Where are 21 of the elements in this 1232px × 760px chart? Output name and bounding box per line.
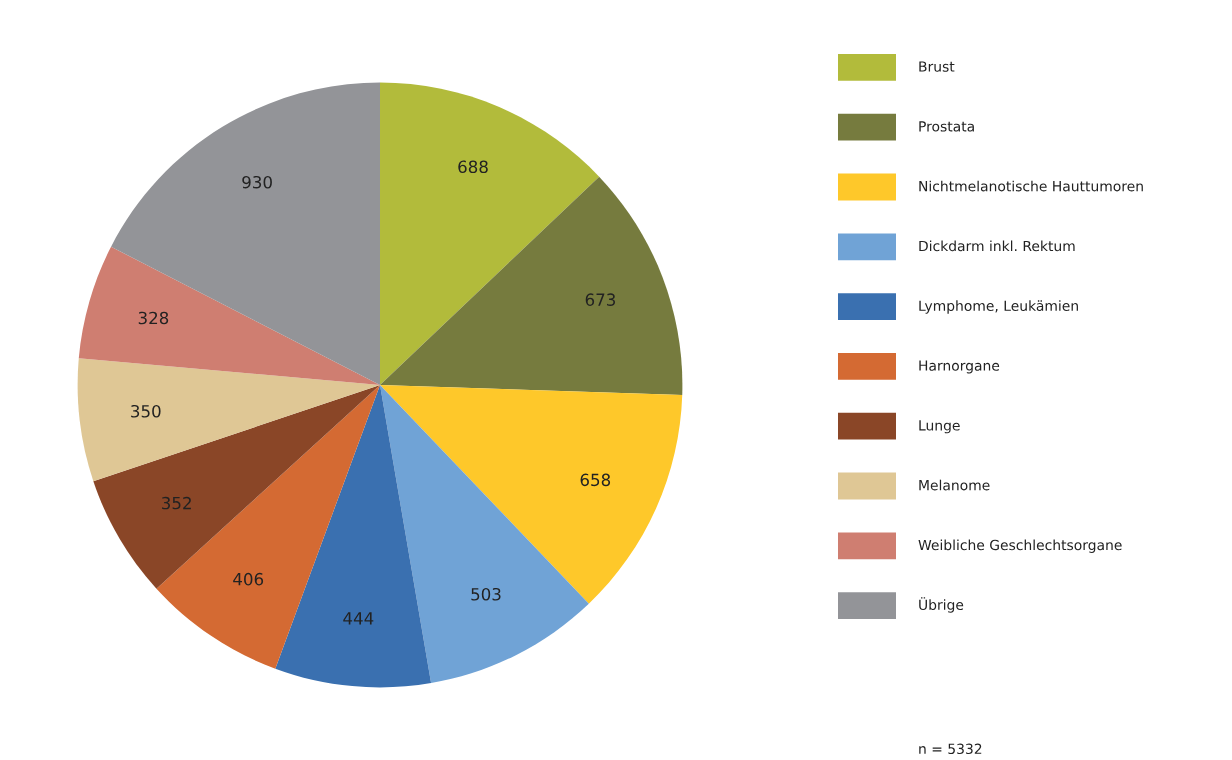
legend-label: Harnorgane	[919, 360, 1000, 374]
legend-label: Nichtmelanotische Hauttumoren	[919, 180, 1143, 192]
legend-label: Weibliche Geschlechtsorgane	[918, 539, 1122, 553]
data-label: 328	[138, 311, 169, 325]
data-label: 673	[585, 293, 616, 306]
data-label: 503	[471, 587, 501, 601]
data-label: 658	[580, 473, 611, 487]
text: n = 5332	[919, 743, 982, 755]
legend-label: Melanome	[919, 479, 990, 491]
data-label: 688	[458, 160, 488, 174]
legend-label: Brust	[919, 61, 955, 72]
legend-label: Lunge	[919, 420, 960, 434]
data-label: 352	[162, 496, 191, 510]
legend-label: Prostata	[919, 121, 974, 132]
legend-label: Übrige	[919, 597, 964, 613]
data-label: 406	[233, 572, 264, 586]
data-label: 930	[242, 175, 272, 189]
data-label: 350	[131, 404, 161, 418]
legend-label: Lymphome, Leukämien	[919, 300, 1078, 314]
data-label: 444	[343, 612, 374, 625]
legend-label: Dickdarm inkl. Rektum	[919, 240, 1075, 252]
